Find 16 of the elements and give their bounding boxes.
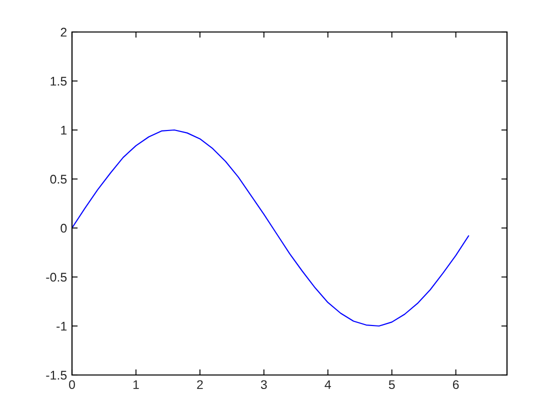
y-tick-label: 2 — [60, 28, 67, 37]
y-tick-label: 1.5 — [50, 76, 67, 86]
y-tick-label: 0.5 — [50, 174, 67, 184]
y-tick-label: -1.5 — [46, 370, 67, 380]
y-tick-label: -0.5 — [46, 272, 67, 282]
line-series — [72, 129, 470, 327]
y-tick-label: -1 — [56, 322, 67, 331]
y-tick-label: 1 — [61, 126, 67, 135]
x-tick-label: 2 — [197, 380, 203, 389]
x-tick-label: 4 — [324, 380, 331, 389]
y-tick-label: 0 — [60, 224, 67, 233]
x-tick-label: 0 — [69, 380, 75, 390]
x-tick-label: 3 — [260, 380, 267, 390]
x-tick-label: 5 — [388, 380, 395, 390]
x-tick-label: 1 — [133, 380, 139, 389]
x-tick-label: 6 — [452, 380, 459, 390]
